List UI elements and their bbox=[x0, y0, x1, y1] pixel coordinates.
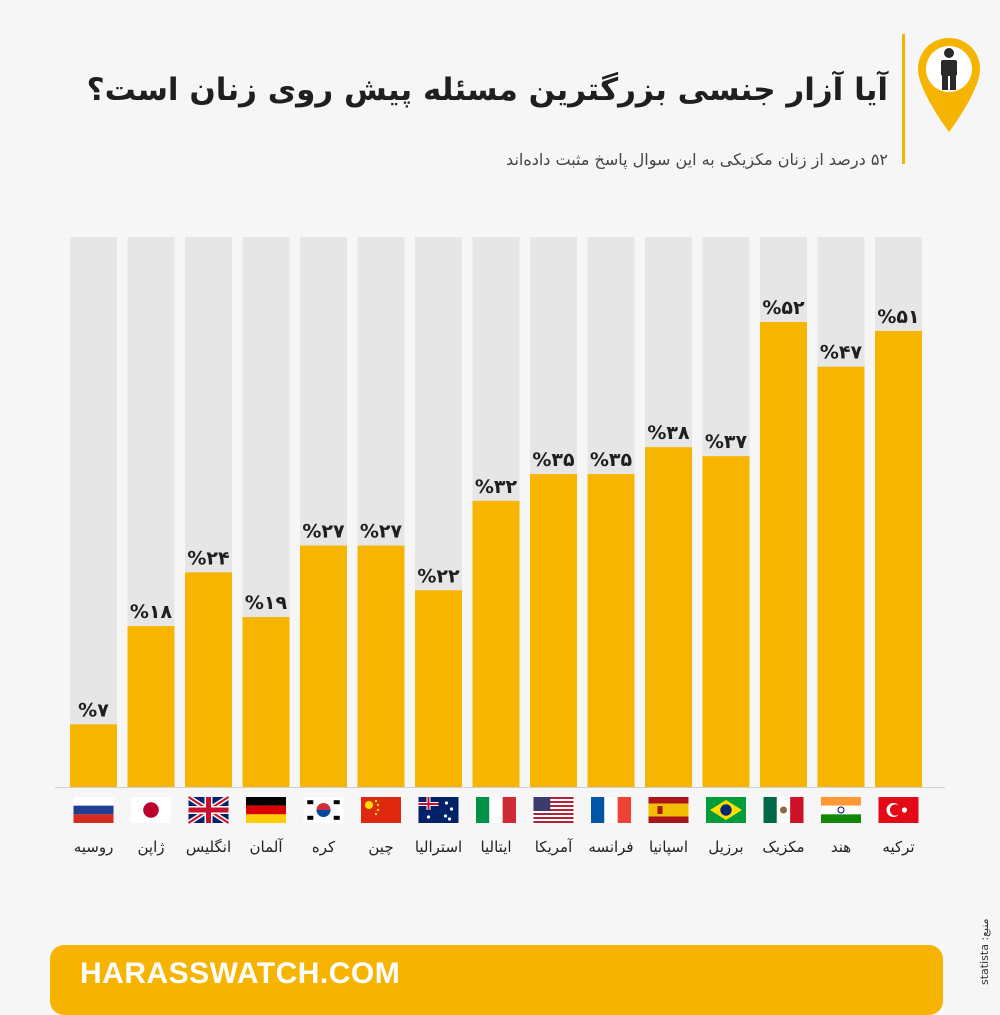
source-credit: منبع: statista bbox=[978, 918, 991, 985]
data-label: %۵۱ bbox=[877, 306, 919, 328]
data-label: %۵۲ bbox=[762, 297, 805, 319]
category-label: ژاپن bbox=[137, 838, 164, 857]
data-label: %۲۷ bbox=[360, 521, 403, 543]
category-label: استرالیا bbox=[415, 838, 462, 856]
data-label: %۳۷ bbox=[705, 431, 748, 453]
uk-flag-icon bbox=[187, 794, 230, 826]
data-label: %۲۴ bbox=[187, 547, 229, 569]
bar bbox=[760, 322, 807, 787]
turkey-flag-icon bbox=[878, 797, 919, 823]
bar bbox=[127, 626, 175, 787]
bar bbox=[875, 330, 922, 787]
data-label: %۲۲ bbox=[417, 565, 460, 587]
data-label: %۳۲ bbox=[475, 476, 518, 498]
category-label: چین bbox=[368, 838, 393, 856]
data-label: %۲۷ bbox=[302, 521, 345, 543]
bar-track bbox=[70, 237, 117, 787]
spain-flag-icon bbox=[648, 797, 689, 823]
bar bbox=[415, 590, 462, 787]
bar bbox=[530, 474, 577, 787]
data-label: %۳۸ bbox=[647, 422, 690, 444]
category-label: فرانسه bbox=[588, 838, 633, 856]
bar bbox=[645, 447, 692, 787]
china-flag-icon bbox=[361, 797, 401, 823]
italy-flag-icon bbox=[476, 797, 516, 823]
india-flag-icon bbox=[821, 797, 861, 823]
germany-flag-icon bbox=[246, 797, 286, 823]
mexico-flag-icon bbox=[763, 797, 804, 823]
category-label: کره bbox=[312, 838, 336, 856]
footer-bar: HARASSWATCH.COM bbox=[50, 945, 943, 1015]
bar bbox=[185, 572, 232, 787]
category-label: هند bbox=[831, 838, 851, 856]
bar bbox=[70, 724, 117, 787]
data-label: %۳۵ bbox=[590, 449, 633, 471]
category-label: انگلیس bbox=[186, 838, 231, 856]
category-label: برزیل bbox=[708, 838, 743, 856]
page-title: آیا آزار جنسی بزرگترین مسئله پیش روی زنا… bbox=[86, 72, 888, 108]
bar bbox=[817, 366, 865, 787]
bar bbox=[702, 456, 750, 787]
korea-flag-icon bbox=[303, 797, 344, 823]
australia-flag-icon bbox=[418, 797, 459, 823]
bar bbox=[242, 617, 290, 787]
data-label: %۳۵ bbox=[532, 449, 575, 471]
accent-divider bbox=[902, 34, 905, 164]
category-label: ایتالیا bbox=[480, 838, 511, 856]
bar bbox=[300, 545, 347, 787]
france-flag-icon bbox=[591, 797, 631, 823]
data-label: %۴۷ bbox=[820, 342, 863, 364]
site-url[interactable]: HARASSWATCH.COM bbox=[80, 957, 401, 990]
japan-flag-icon bbox=[131, 797, 171, 823]
russia-flag-icon bbox=[73, 797, 114, 823]
page-subtitle: ۵۲ درصد از زنان مکزیکی به این سوال پاسخ … bbox=[506, 150, 888, 169]
data-label: %۱۹ bbox=[245, 592, 288, 614]
category-label: اسپانیا bbox=[649, 838, 688, 857]
person-pin-icon bbox=[918, 38, 980, 132]
brazil-flag-icon bbox=[706, 797, 746, 823]
data-label: %۷ bbox=[78, 699, 109, 721]
usa-flag-icon bbox=[533, 797, 574, 823]
data-label: %۱۸ bbox=[130, 601, 173, 623]
category-label: روسیه bbox=[74, 838, 114, 856]
category-label: ترکیه bbox=[882, 838, 914, 856]
category-label: آمریکا bbox=[535, 838, 573, 856]
bar bbox=[587, 474, 635, 787]
category-label: آلمان bbox=[250, 838, 284, 856]
category-label: مکزیک bbox=[762, 838, 804, 856]
bar-chart: %۷ روسیه %۱۸ ژاپن %۲۴ انگلیس %۱۹ آلمان %۲۷ کره %۲۷… bbox=[55, 237, 945, 857]
bar bbox=[472, 500, 520, 787]
bar bbox=[357, 545, 405, 787]
